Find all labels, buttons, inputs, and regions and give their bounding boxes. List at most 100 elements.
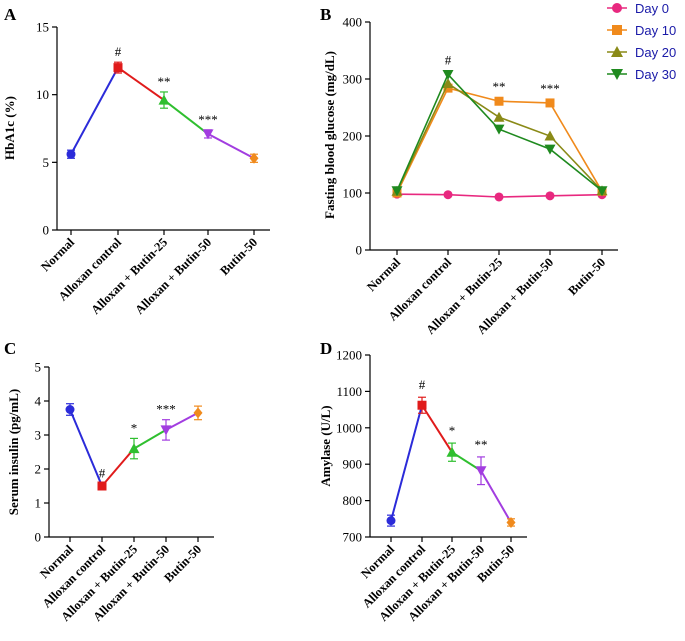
- series-segment: [390, 404, 423, 521]
- y-tick-label: 2: [35, 462, 42, 477]
- y-axis-label: Fasting blood glucose (mg/dL): [322, 51, 337, 219]
- data-point: [544, 130, 556, 141]
- data-point: [391, 186, 403, 197]
- y-tick-label: 0: [356, 243, 363, 258]
- y-axis-label: HbA1c (%): [2, 96, 17, 160]
- series-day-30: [391, 69, 608, 197]
- legend-marker: [612, 25, 622, 35]
- data-point: [446, 446, 458, 457]
- y-tick-label: 1: [35, 496, 42, 511]
- y-tick-label: 3: [35, 428, 42, 443]
- significance-label: **: [493, 79, 506, 94]
- y-tick-label: 300: [343, 72, 363, 87]
- significance-label: ***: [156, 402, 176, 417]
- panel-letter-c: C: [4, 339, 16, 358]
- y-tick-label: 700: [343, 530, 363, 545]
- significance-label: *: [449, 423, 456, 438]
- data-point: [97, 481, 107, 491]
- series-segment: [117, 66, 165, 101]
- y-axis-label: Amylase (U/L): [318, 405, 333, 486]
- data-point: [596, 186, 608, 197]
- legend-label: Day 10: [635, 23, 676, 38]
- panel-letter-d: D: [320, 339, 332, 358]
- data-point: [442, 78, 454, 89]
- significance-label: #: [115, 44, 122, 59]
- data-point: [193, 407, 203, 419]
- panel-letter-b: B: [320, 5, 331, 24]
- y-tick-label: 0: [43, 223, 50, 238]
- series-segment: [207, 133, 255, 160]
- data-point: [493, 111, 505, 122]
- data-point: [443, 190, 453, 200]
- series-segment: [165, 412, 199, 431]
- data-point: [493, 124, 505, 135]
- significance-label: #: [445, 52, 452, 67]
- y-tick-label: 0: [35, 530, 42, 545]
- series-segment: [133, 429, 167, 450]
- legend-label: Day 0: [635, 1, 669, 16]
- data-point: [65, 405, 75, 414]
- x-tick-label: Butin-50: [565, 255, 608, 298]
- y-tick-label: 100: [343, 186, 363, 201]
- significance-label: *: [131, 420, 138, 435]
- series-day-0: [392, 189, 607, 202]
- x-tick-label: Normal: [364, 255, 403, 294]
- data-point: [202, 129, 214, 140]
- series-segment: [69, 409, 103, 487]
- significance-label: ***: [198, 112, 218, 127]
- legend-marker: [612, 3, 622, 13]
- y-tick-label: 800: [343, 493, 363, 508]
- y-tick-label: 400: [343, 15, 363, 30]
- legend-marker: [611, 46, 623, 57]
- data-point: [545, 98, 555, 108]
- data-point: [128, 443, 140, 454]
- significance-label: #: [419, 377, 426, 392]
- significance-label: **: [158, 74, 171, 89]
- x-tick-label: Alloxan + Butin-50: [132, 235, 214, 317]
- y-tick-label: 1200: [336, 348, 362, 363]
- series-segment: [101, 447, 135, 487]
- series-segment: [451, 451, 482, 472]
- data-point: [494, 96, 504, 106]
- y-tick-label: 1000: [336, 420, 362, 435]
- legend-item: Day 10: [607, 23, 676, 38]
- series-segment: [480, 470, 512, 523]
- y-tick-label: 5: [35, 360, 42, 375]
- legend-item: Day 0: [607, 1, 669, 16]
- significance-label: ***: [540, 81, 560, 96]
- data-point: [442, 69, 454, 80]
- significance-label: #: [99, 466, 106, 481]
- x-tick-label: Normal: [38, 235, 77, 274]
- y-tick-label: 4: [35, 394, 42, 409]
- data-point: [249, 152, 259, 164]
- series-day-10: [392, 83, 607, 198]
- y-tick-label: 15: [36, 20, 49, 35]
- x-tick-label: Butin-50: [217, 235, 260, 278]
- data-point: [417, 400, 427, 410]
- y-axis-label: Serum insulin (pg/mL): [6, 389, 21, 515]
- panel-letter-a: A: [4, 5, 17, 24]
- y-tick-label: 10: [36, 87, 49, 102]
- data-point: [66, 149, 76, 159]
- series-segment: [421, 404, 453, 453]
- y-tick-label: 1100: [336, 384, 362, 399]
- series-segment: [163, 99, 209, 135]
- y-tick-label: 5: [43, 155, 50, 170]
- data-point: [544, 144, 556, 155]
- legend-label: Day 20: [635, 45, 676, 60]
- legend-item: Day 20: [607, 45, 676, 60]
- y-tick-label: 200: [343, 129, 363, 144]
- chart-panel-b: 0 100 200 300 400 Fasting blood glucose (mg/d…: [322, 1, 676, 337]
- data-point: [506, 516, 516, 528]
- data-point: [158, 94, 170, 105]
- y-tick-label: 900: [343, 457, 363, 472]
- significance-label: **: [475, 437, 488, 452]
- data-point: [386, 516, 396, 526]
- data-point: [160, 425, 172, 436]
